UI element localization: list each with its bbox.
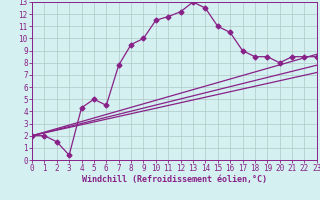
X-axis label: Windchill (Refroidissement éolien,°C): Windchill (Refroidissement éolien,°C) (82, 175, 267, 184)
